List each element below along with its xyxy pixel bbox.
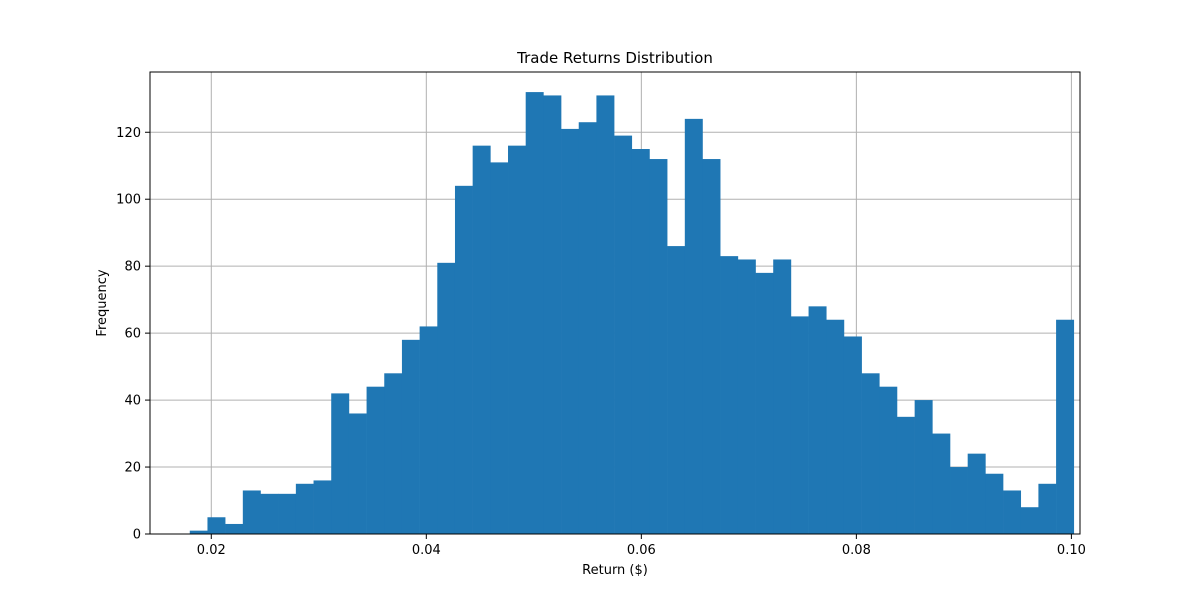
chart-title: Trade Returns Distribution xyxy=(516,49,713,67)
x-tick-label: 0.08 xyxy=(842,543,871,558)
histogram-bar xyxy=(508,145,526,535)
y-tick-label: 0 xyxy=(133,528,141,543)
histogram-bar xyxy=(914,400,933,534)
y-tick-label: 120 xyxy=(116,126,141,141)
histogram-bars xyxy=(189,92,1075,535)
histogram-bar xyxy=(437,262,456,534)
histogram-bar xyxy=(543,95,562,534)
histogram-bar xyxy=(773,259,792,534)
histogram-bar xyxy=(950,467,968,534)
histogram-bar xyxy=(808,306,827,534)
y-tick-label: 80 xyxy=(124,260,141,275)
histogram-bar xyxy=(649,159,668,535)
x-axis-label: Return ($) xyxy=(582,563,648,578)
histogram-bar xyxy=(1056,319,1075,534)
histogram-bar xyxy=(525,92,544,534)
y-tick-label: 40 xyxy=(124,394,141,409)
y-axis-ticks: 0 20 40 60 80 100 120 xyxy=(116,126,150,543)
x-tick-label: 0.10 xyxy=(1057,543,1086,558)
histogram-bar xyxy=(331,393,350,534)
histogram-bar xyxy=(790,316,809,534)
histogram-bar xyxy=(207,517,226,534)
histogram-bar xyxy=(278,493,297,534)
histogram-bar xyxy=(260,493,279,534)
histogram-bar xyxy=(472,145,491,535)
histogram-bar xyxy=(454,185,473,534)
histogram-bar xyxy=(967,453,986,534)
histogram-bar xyxy=(826,319,845,534)
histogram-bar xyxy=(702,159,721,535)
histogram-bar xyxy=(225,523,244,534)
histogram-bar xyxy=(561,128,580,535)
histogram-bar xyxy=(684,118,703,534)
x-tick-label: 0.04 xyxy=(412,543,441,558)
histogram-bar xyxy=(419,326,438,534)
y-tick-label: 20 xyxy=(124,461,141,476)
x-tick-label: 0.02 xyxy=(197,543,226,558)
histogram-bar xyxy=(737,259,756,534)
x-axis-ticks: 0.02 0.04 0.06 0.08 0.10 xyxy=(197,534,1086,558)
histogram-bar xyxy=(755,272,774,534)
histogram-bar xyxy=(348,413,367,534)
histogram-bar xyxy=(313,480,332,534)
histogram-bar xyxy=(1020,507,1039,534)
histogram-bar xyxy=(985,473,1004,534)
histogram-bar xyxy=(667,246,686,534)
histogram-bar xyxy=(490,162,509,535)
histogram-bar xyxy=(596,95,615,534)
histogram-bar xyxy=(861,373,880,534)
y-tick-label: 60 xyxy=(124,327,141,342)
x-tick-label: 0.06 xyxy=(627,543,656,558)
histogram-bar xyxy=(401,339,420,534)
histogram-bar xyxy=(843,336,862,534)
histogram-bar xyxy=(295,483,314,534)
histogram-bar xyxy=(242,490,261,534)
histogram-bar xyxy=(879,386,898,534)
histogram-bar xyxy=(614,135,633,534)
histogram-bar xyxy=(366,386,385,534)
histogram-bar xyxy=(720,256,739,534)
histogram-bar xyxy=(189,530,208,534)
histogram-bar xyxy=(1038,483,1057,534)
histogram-bar xyxy=(631,149,650,534)
histogram-bar xyxy=(384,373,403,534)
histogram-bar xyxy=(1003,490,1022,534)
histogram-bar xyxy=(578,122,597,534)
y-tick-label: 100 xyxy=(116,193,141,208)
histogram-bar xyxy=(932,433,951,534)
y-axis-label: Frequency xyxy=(95,269,110,336)
histogram-bar xyxy=(896,416,915,534)
plot-frame xyxy=(149,71,1081,535)
